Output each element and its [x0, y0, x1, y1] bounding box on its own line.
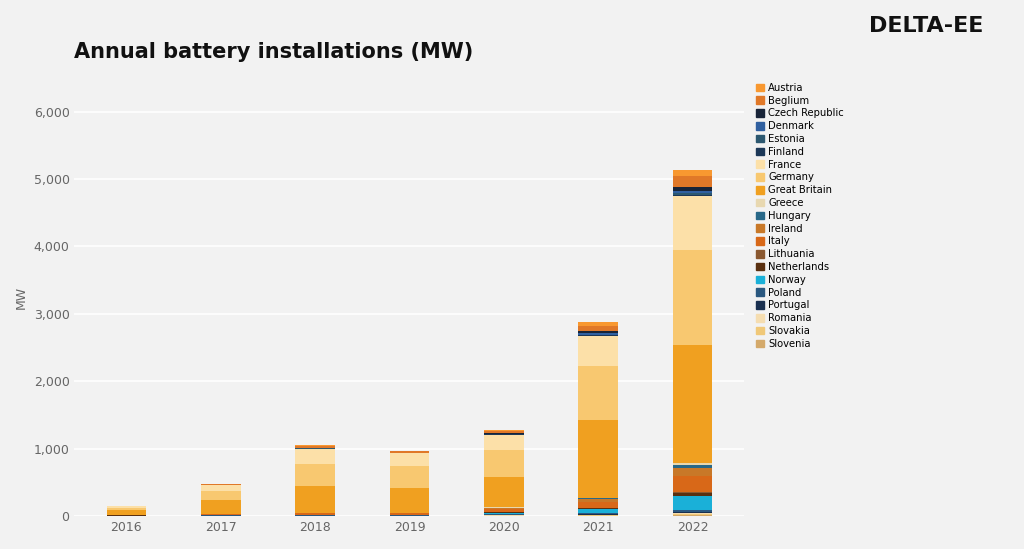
Bar	[579, 508, 618, 509]
Bar	[484, 435, 523, 450]
Bar	[673, 191, 713, 193]
Bar	[389, 451, 429, 453]
Bar	[673, 187, 713, 191]
Bar	[295, 486, 335, 513]
Bar	[579, 497, 618, 498]
Bar	[579, 332, 618, 333]
Bar	[295, 513, 335, 515]
Bar	[673, 509, 713, 512]
Bar	[295, 464, 335, 486]
Y-axis label: MW: MW	[15, 285, 28, 309]
Bar	[673, 463, 713, 465]
Bar	[673, 512, 713, 513]
Bar	[106, 507, 146, 508]
Bar	[484, 430, 523, 432]
Bar	[673, 514, 713, 516]
Bar	[389, 453, 429, 466]
Bar	[673, 176, 713, 187]
Bar	[579, 502, 618, 507]
Bar	[389, 466, 429, 489]
Bar	[579, 366, 618, 420]
Bar	[579, 500, 618, 502]
Bar	[673, 491, 713, 493]
Text: DELTA-EE: DELTA-EE	[868, 16, 983, 36]
Bar	[295, 446, 335, 448]
Bar	[389, 489, 429, 513]
Bar	[484, 514, 523, 515]
Bar	[673, 197, 713, 250]
Text: Annual battery installations (MW): Annual battery installations (MW)	[75, 42, 474, 63]
Bar	[673, 496, 713, 509]
Bar	[201, 500, 241, 514]
Bar	[484, 477, 523, 507]
Bar	[579, 509, 618, 513]
Bar	[106, 509, 146, 515]
Bar	[484, 513, 523, 514]
Bar	[295, 445, 335, 446]
Bar	[106, 508, 146, 509]
Bar	[579, 507, 618, 508]
Bar	[201, 485, 241, 491]
Bar	[579, 335, 618, 336]
Bar	[484, 512, 523, 513]
Bar	[673, 193, 713, 195]
Bar	[673, 170, 713, 176]
Bar	[579, 420, 618, 497]
Bar	[673, 250, 713, 345]
Bar	[579, 513, 618, 514]
Bar	[673, 476, 713, 491]
Bar	[579, 515, 618, 516]
Bar	[579, 322, 618, 326]
Bar	[579, 514, 618, 515]
Bar	[295, 449, 335, 464]
Bar	[579, 333, 618, 334]
Bar	[484, 450, 523, 477]
Bar	[484, 509, 523, 512]
Bar	[673, 468, 713, 476]
Bar	[673, 345, 713, 463]
Bar	[673, 513, 713, 514]
Bar	[389, 513, 429, 515]
Bar	[201, 514, 241, 515]
Bar	[484, 432, 523, 433]
Bar	[201, 491, 241, 500]
Bar	[579, 326, 618, 332]
Bar	[579, 498, 618, 500]
Bar	[673, 195, 713, 197]
Bar	[201, 484, 241, 485]
Bar	[673, 493, 713, 496]
Legend: Austria, Beglium, Czech Republic, Denmark, Estonia, Finland, France, Germany, Gr: Austria, Beglium, Czech Republic, Denmar…	[756, 83, 844, 349]
Bar	[579, 336, 618, 366]
Bar	[673, 465, 713, 468]
Bar	[484, 508, 523, 509]
